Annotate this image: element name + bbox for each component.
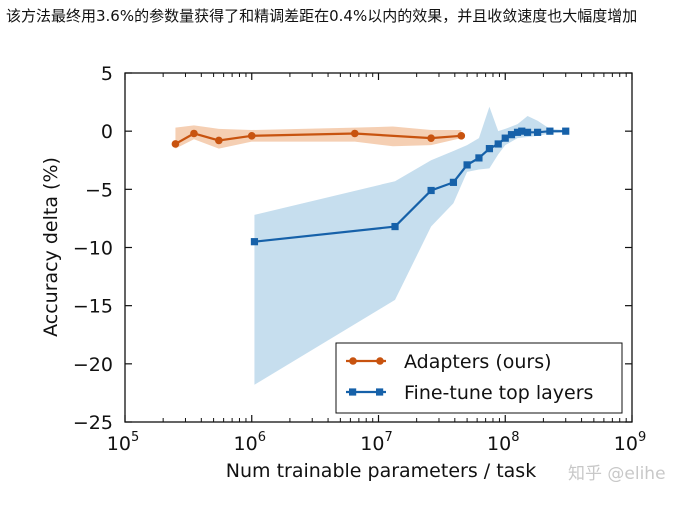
data-point [523,128,532,136]
x-tick-label: 108 [487,430,519,455]
confidence-band-0 [175,125,462,149]
data-point [247,132,256,140]
y-tick-label: 5 [101,63,113,85]
x-tick-label: 107 [360,430,392,455]
y-tick-label: −15 [73,296,113,318]
legend-marker-0 [376,357,384,365]
data-point [427,134,435,142]
data-point [475,154,483,162]
data-point [513,128,522,136]
data-point [518,127,526,135]
data-point [250,238,259,246]
data-point [449,178,458,186]
legend-label-1: Fine-tune top layers [404,382,593,404]
legend-box [335,342,623,414]
data-point [350,129,359,138]
data-point [546,127,554,135]
data-point [562,127,570,135]
data-point [457,132,466,140]
confidence-band-1 [254,106,566,385]
data-point [507,131,516,139]
y-tick-label: 0 [101,121,113,143]
y-tick-label: −10 [73,238,113,260]
x-tick-label: 106 [234,430,266,455]
legend-marker-1 [349,388,357,396]
caption-text: 该方法最终用3.6%的参数量获得了和精调差距在0.4%以内的效果，并且收敛速度也… [6,7,638,25]
legend-marker-0 [349,357,357,365]
legend-marker-1 [376,388,384,396]
axis-ticks [124,72,633,423]
x-axis-label: Num trainable parameters / task [226,460,536,482]
data-point [427,186,435,195]
data-point [463,161,471,169]
y-tick-label: −25 [73,412,113,434]
x-tick-label: 109 [614,430,646,455]
legend: Adapters (ours) Fine-tune top layers [335,342,623,414]
data-point [391,222,399,231]
y-tick-label: −20 [73,354,113,376]
data-point [485,145,494,153]
y-axis-label: Accuracy delta (%) [40,157,62,337]
data-point [494,140,502,148]
data-point [501,134,509,142]
data-point [190,129,198,138]
data-point [215,136,223,145]
data-point [534,128,542,136]
confidence-bands [175,106,566,385]
x-tick-label: 105 [107,430,139,455]
legend-label-0: Adapters (ours) [404,351,552,373]
watermark-text: 知乎 @elihe [568,464,666,484]
series-lines [171,127,570,246]
y-tick-label: −5 [85,179,113,201]
data-point [171,140,180,148]
